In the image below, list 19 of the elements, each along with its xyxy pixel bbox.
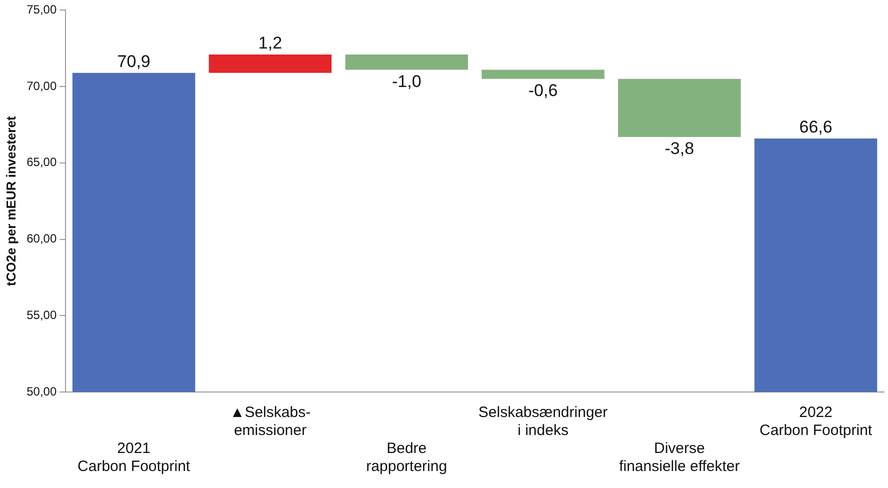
data-label: -3,8 <box>664 139 694 158</box>
data-label: -1,0 <box>392 72 422 91</box>
y-axis-title: tCO2e per mEUR investeret <box>3 116 18 286</box>
x-tick-label: Selskabsændringer i indeks <box>478 404 608 440</box>
data-label: 70,9 <box>117 52 150 72</box>
x-tick-label: Bedre rapportering <box>366 440 448 476</box>
x-tick-label: 2021 Carbon Footprint <box>78 440 191 476</box>
y-tick-label: 75,00 <box>26 2 57 17</box>
x-tick-label: ▲Selskabs- emissioner <box>230 404 311 440</box>
data-label: 1,2 <box>258 34 282 53</box>
x-tick-label: 2022 Carbon Footprint <box>760 404 873 440</box>
y-tick-label: 70,00 <box>26 78 57 93</box>
y-tick-label: 60,00 <box>26 232 57 246</box>
data-label: 66,6 <box>799 118 832 137</box>
y-tick-label: 65,00 <box>26 155 57 170</box>
data-label: -0,6 <box>528 81 558 100</box>
y-tick-label: 55,00 <box>26 308 57 322</box>
x-tick-label: Diverse finansielle effekter <box>619 440 740 476</box>
y-tick-label: 50,00 <box>26 384 57 398</box>
